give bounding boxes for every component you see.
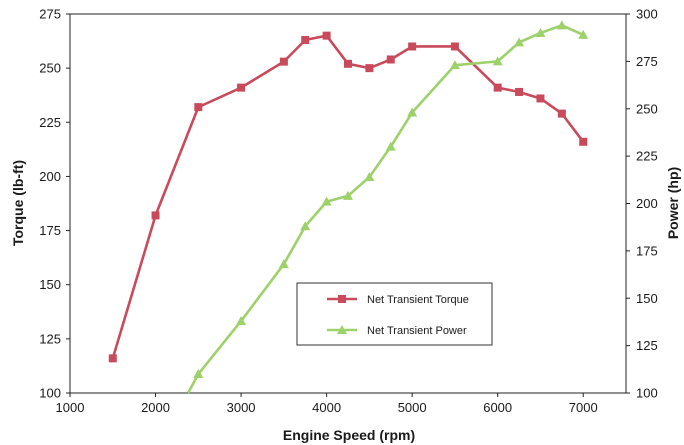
y-right-tick-label: 150 (636, 291, 658, 306)
legend: Net Transient Torque Net Transient Power (296, 282, 493, 346)
data-point-power (193, 369, 204, 379)
data-point-power (343, 190, 353, 200)
y-left-tick-label: 150 (39, 277, 61, 292)
data-point-power (321, 196, 332, 206)
data-point-torque (237, 83, 246, 92)
x-tick-label: 2000 (141, 400, 170, 415)
x-tick-label: 5000 (398, 400, 427, 415)
y-right-tick-label: 125 (636, 338, 658, 353)
x-axis-ticks: 1000 2000 3000 4000 5000 6000 7000 (56, 393, 598, 415)
data-point-power (578, 29, 589, 39)
y-right-tick-label: 275 (636, 54, 658, 69)
data-point-torque (557, 109, 566, 118)
data-point-torque (386, 55, 395, 64)
y-left-tick-label: 175 (39, 223, 61, 238)
y-right-tick-label: 250 (636, 101, 658, 116)
data-point-torque (279, 57, 288, 66)
data-point-power (492, 56, 503, 66)
y-left-tick-label: 275 (39, 7, 61, 22)
y-right-axis-title: Power (hp) (665, 167, 681, 239)
data-point-power (556, 20, 567, 30)
data-point-power (385, 141, 396, 151)
series-torque (108, 31, 588, 363)
data-point-torque (151, 211, 160, 220)
x-axis-title: Engine Speed (rpm) (283, 427, 415, 443)
y-right-axis-ticks: 100 125 150 175 200 225 250 275 300 (626, 7, 658, 401)
legend-marker-power (337, 325, 347, 334)
x-tick-label: 4000 (312, 400, 341, 415)
data-point-torque (108, 354, 117, 363)
y-left-tick-label: 225 (39, 115, 61, 130)
data-point-torque (579, 137, 588, 146)
legend-marker-torque (338, 295, 346, 303)
y-right-tick-label: 300 (636, 7, 658, 22)
y-left-tick-label: 100 (39, 386, 61, 401)
data-point-torque (301, 35, 310, 44)
series-line-power (186, 24, 584, 394)
data-point-torque (322, 31, 331, 40)
x-tick-label: 7000 (569, 400, 598, 415)
data-point-torque (493, 83, 502, 92)
data-point-power (236, 315, 247, 325)
y-left-tick-label: 200 (39, 169, 61, 184)
series-layer (108, 20, 589, 394)
legend-box (296, 282, 493, 346)
data-point-torque (515, 87, 524, 96)
y-right-tick-label: 175 (636, 243, 658, 258)
data-point-torque (408, 42, 417, 51)
x-tick-label: 3000 (227, 400, 256, 415)
data-point-power (364, 171, 375, 181)
data-point-power (514, 37, 525, 47)
data-point-power (449, 60, 460, 70)
data-point-torque (536, 94, 545, 103)
legend-label-torque: Net Transient Torque (367, 294, 469, 306)
y-left-axis-title: Torque (lb-ft) (10, 160, 26, 246)
legend-label-power: Net Transient Power (367, 325, 467, 337)
data-point-power (407, 107, 418, 117)
y-left-tick-label: 250 (39, 61, 61, 76)
y-left-tick-label: 125 (39, 331, 61, 346)
y-right-tick-label: 100 (636, 386, 658, 401)
x-tick-label: 1000 (56, 400, 85, 415)
data-point-torque (344, 59, 352, 68)
y-left-axis-ticks: 100 125 150 175 200 225 250 275 (39, 7, 70, 401)
data-point-power (535, 27, 546, 37)
series-power (186, 20, 589, 394)
data-point-power (278, 259, 289, 269)
y-right-tick-label: 225 (636, 149, 658, 164)
data-point-torque (450, 42, 459, 51)
data-point-torque (365, 64, 374, 73)
data-point-torque (194, 103, 203, 112)
data-point-power (300, 221, 311, 231)
x-tick-label: 6000 (483, 400, 512, 415)
y-right-tick-label: 200 (636, 196, 658, 211)
